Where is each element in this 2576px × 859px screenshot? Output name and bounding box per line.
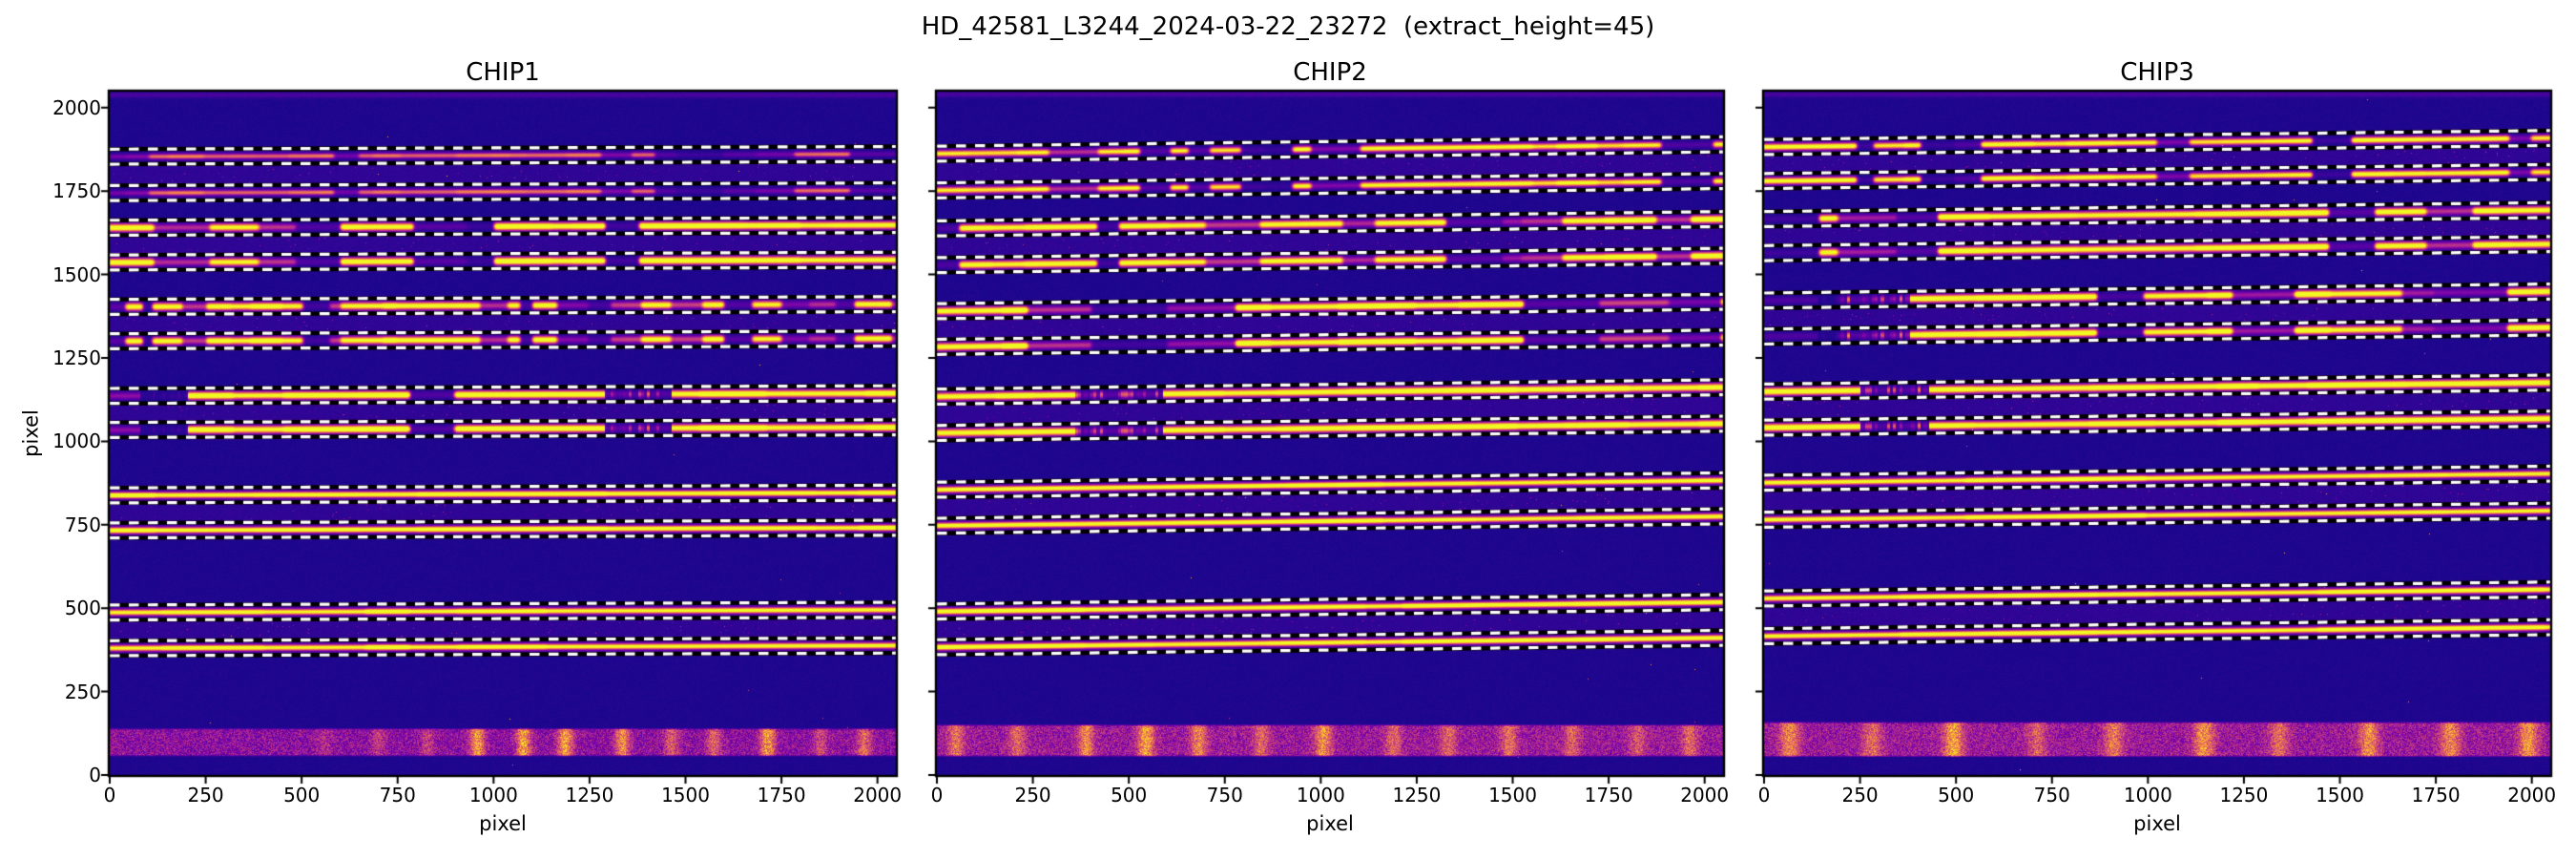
x-tick-label-chip3-1500: 1500	[2316, 784, 2364, 807]
x-axis-label-chip2: pixel	[1306, 812, 1354, 835]
x-tick-label-chip3-1250: 1250	[2219, 784, 2269, 807]
x-tick-label-chip3-250: 250	[1841, 784, 1879, 807]
x-tick-label-chip2-1500: 1500	[1488, 784, 1537, 807]
x-tick-label-chip3-1750: 1750	[2411, 784, 2461, 807]
x-tick-label-chip1-500: 500	[283, 784, 321, 807]
x-tick-label-chip1-2000: 2000	[853, 784, 903, 807]
x-tick-label-chip2-1000: 1000	[1296, 784, 1345, 807]
x-tick-label-chip2-750: 750	[1206, 784, 1243, 807]
y-tick-label-0: 0	[89, 764, 101, 786]
x-tick-label-chip1-1000: 1000	[468, 784, 518, 807]
x-tick-label-chip3-1000: 1000	[2123, 784, 2172, 807]
y-tick-label-1750: 1750	[52, 179, 101, 203]
x-tick-label-chip3-500: 500	[1938, 784, 1975, 807]
y-tick-label-1250: 1250	[52, 346, 101, 369]
panel-title-chip3: CHIP3	[2120, 58, 2194, 87]
y-tick-label-250: 250	[64, 680, 101, 703]
x-tick-label-chip2-2000: 2000	[1680, 784, 1730, 807]
x-tick-label-chip1-1750: 1750	[757, 784, 806, 807]
figure-title: HD_42581_L3244_2024-03-22_23272 (extract…	[921, 12, 1655, 41]
x-tick-label-chip3-750: 750	[2033, 784, 2070, 807]
y-tick-label-1000: 1000	[52, 430, 101, 453]
panel-title-chip1: CHIP1	[466, 58, 540, 87]
x-tick-label-chip2-250: 250	[1014, 784, 1051, 807]
x-tick-label-chip1-0: 0	[103, 784, 116, 807]
x-axis-label-chip1: pixel	[479, 812, 527, 835]
x-tick-label-chip1-250: 250	[187, 784, 224, 807]
x-tick-label-chip2-1250: 1250	[1392, 784, 1442, 807]
y-tick-label-750: 750	[64, 513, 101, 536]
panel-title-chip2: CHIP2	[1293, 58, 1367, 87]
x-tick-label-chip3-0: 0	[1757, 784, 1771, 807]
y-tick-label-500: 500	[64, 597, 101, 620]
x-axis-label-chip3: pixel	[2133, 812, 2181, 835]
y-tick-label-1500: 1500	[52, 262, 101, 286]
y-tick-label-2000: 2000	[52, 95, 101, 119]
x-tick-label-chip3-2000: 2000	[2507, 784, 2557, 807]
x-tick-label-chip2-1750: 1750	[1584, 784, 1633, 807]
x-tick-label-chip2-0: 0	[930, 784, 944, 807]
x-tick-label-chip1-750: 750	[379, 784, 416, 807]
x-tick-label-chip2-500: 500	[1111, 784, 1148, 807]
x-tick-label-chip1-1500: 1500	[661, 784, 710, 807]
x-tick-label-chip1-1250: 1250	[565, 784, 614, 807]
